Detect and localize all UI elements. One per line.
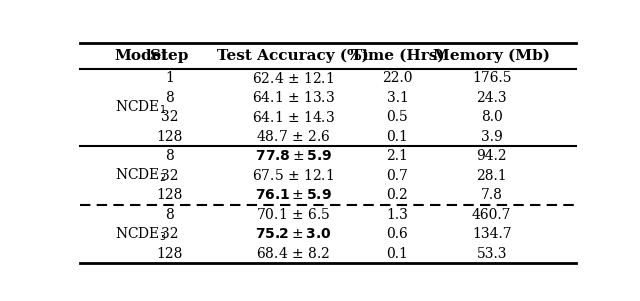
Text: Time (Hrs): Time (Hrs)	[351, 49, 444, 63]
Text: 32: 32	[161, 169, 178, 183]
Text: 128: 128	[156, 130, 182, 144]
Text: 1: 1	[165, 71, 173, 85]
Text: 1.3: 1.3	[387, 208, 408, 222]
Text: NCDE$_2$: NCDE$_2$	[115, 167, 166, 184]
Text: 22.0: 22.0	[382, 71, 413, 85]
Text: $\mathbf{77.8} \pm \mathbf{5.9}$: $\mathbf{77.8} \pm \mathbf{5.9}$	[255, 149, 332, 163]
Text: 94.2: 94.2	[476, 149, 507, 163]
Text: 0.2: 0.2	[387, 188, 408, 202]
Text: 64.1 $\pm$ 13.3: 64.1 $\pm$ 13.3	[252, 90, 335, 105]
Text: $\mathbf{76.1} \pm \mathbf{5.9}$: $\mathbf{76.1} \pm \mathbf{5.9}$	[255, 188, 332, 202]
Text: 8: 8	[165, 208, 173, 222]
Text: 8.0: 8.0	[481, 110, 502, 124]
Text: Step: Step	[150, 49, 188, 63]
Text: 460.7: 460.7	[472, 208, 511, 222]
Text: $\mathbf{75.2} \pm \mathbf{3.0}$: $\mathbf{75.2} \pm \mathbf{3.0}$	[255, 227, 332, 241]
Text: 53.3: 53.3	[476, 247, 507, 261]
Text: Test Accuracy (%): Test Accuracy (%)	[218, 49, 369, 63]
Text: 128: 128	[156, 188, 182, 202]
Text: 128: 128	[156, 247, 182, 261]
Text: 70.1 $\pm$ 6.5: 70.1 $\pm$ 6.5	[256, 207, 330, 222]
Text: 176.5: 176.5	[472, 71, 511, 85]
Text: 0.6: 0.6	[387, 227, 408, 241]
Text: 7.8: 7.8	[481, 188, 502, 202]
Text: 67.5 $\pm$ 12.1: 67.5 $\pm$ 12.1	[252, 168, 335, 183]
Text: 0.1: 0.1	[387, 130, 408, 144]
Text: 32: 32	[161, 227, 178, 241]
Text: NCDE$_3$: NCDE$_3$	[115, 225, 166, 243]
Text: 3.9: 3.9	[481, 130, 502, 144]
Text: Model: Model	[115, 49, 168, 63]
Text: 32: 32	[161, 110, 178, 124]
Text: 64.1 $\pm$ 14.3: 64.1 $\pm$ 14.3	[252, 110, 335, 125]
Text: 2.1: 2.1	[387, 149, 408, 163]
Text: 8: 8	[165, 91, 173, 105]
Text: 62.4 $\pm$ 12.1: 62.4 $\pm$ 12.1	[252, 71, 335, 86]
Text: 3.1: 3.1	[387, 91, 408, 105]
Text: 0.7: 0.7	[387, 169, 408, 183]
Text: 48.7 $\pm$ 2.6: 48.7 $\pm$ 2.6	[256, 129, 330, 144]
Text: 68.4 $\pm$ 8.2: 68.4 $\pm$ 8.2	[257, 246, 330, 261]
Text: 24.3: 24.3	[476, 91, 507, 105]
Text: 134.7: 134.7	[472, 227, 511, 241]
Text: 0.1: 0.1	[387, 247, 408, 261]
Text: 28.1: 28.1	[476, 169, 507, 183]
Text: NCDE$_1$: NCDE$_1$	[115, 99, 166, 116]
Text: 0.5: 0.5	[387, 110, 408, 124]
Text: 8: 8	[165, 149, 173, 163]
Text: Memory (Mb): Memory (Mb)	[433, 49, 550, 63]
